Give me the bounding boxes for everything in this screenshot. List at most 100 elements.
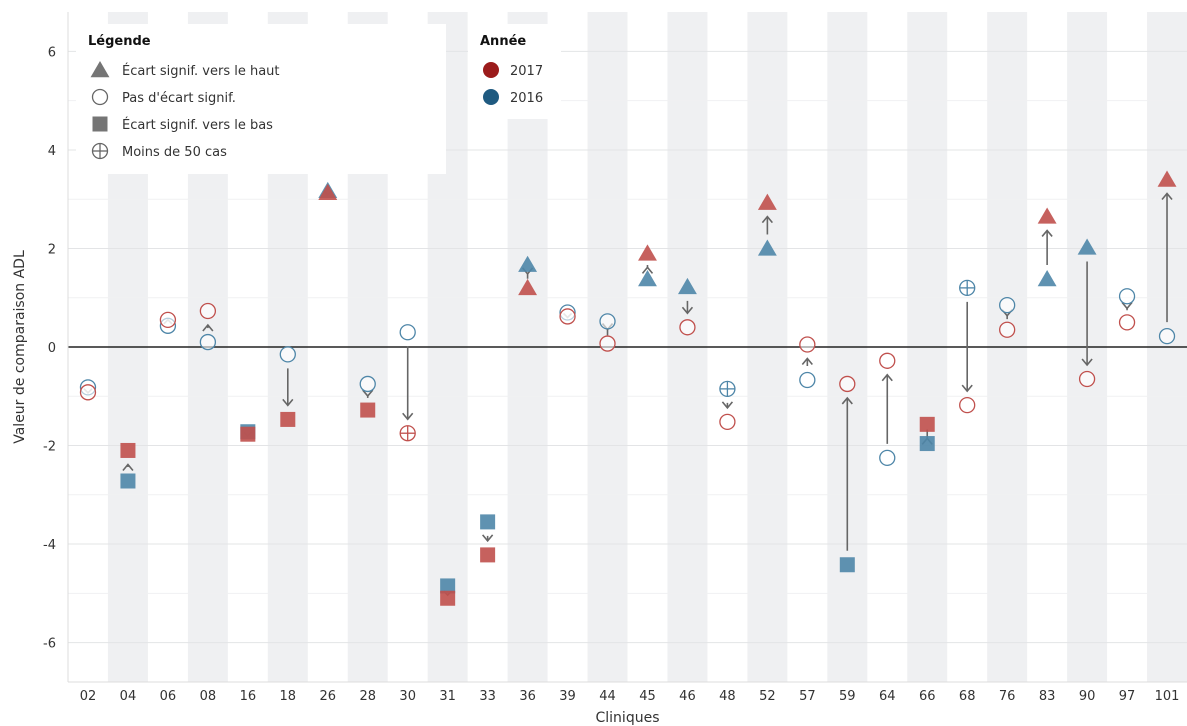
point-2017-83 [1037,207,1057,224]
point-2017-68 [959,396,976,414]
point-2017-97 [1118,314,1136,331]
point-2017-101 [1157,170,1177,187]
point-2016-68 [959,279,976,297]
change-arrow [282,368,294,407]
change-arrow [961,301,973,393]
x-tick-label: 57 [799,689,816,704]
x-tick-label: 02 [80,689,97,704]
x-tick-label: 30 [399,689,416,704]
legend-shape-marker-open [91,88,109,106]
x-tick-label: 48 [719,689,736,704]
x-tick-label: 45 [639,689,656,704]
point-2017-52 [757,193,777,210]
legend-year-dot [483,62,499,78]
point-2016-30 [399,324,416,341]
legend-shape-marker-square [92,116,108,132]
point-2017-44 [599,335,616,352]
point-2017-64 [879,352,896,369]
point-2017-46 [679,319,696,336]
x-tick-label: 16 [240,689,257,704]
legend-year-label: 2017 [510,64,543,79]
point-2016-57 [799,371,816,389]
y-axis: -6 -4 -2 0 2 4 6 [43,12,1187,683]
legend-shape-label: Écart signif. vers le haut [122,63,280,79]
point-2016-101 [1158,328,1176,345]
change-arrow [641,265,654,274]
x-axis-title: Cliniques [596,710,660,726]
point-2017-36 [518,278,538,296]
point-2017-08 [199,302,217,320]
x-tick-label: 83 [1039,689,1056,704]
x-tick-label: 26 [319,689,336,704]
x-tick-label: 08 [200,689,217,704]
change-arrow [841,396,853,551]
change-arrow [1081,261,1093,367]
point-2017-45 [638,244,657,261]
x-tick-label: 59 [839,689,856,704]
change-arrow [402,346,414,421]
x-tick-label: 52 [759,689,776,704]
x-tick-label: 33 [479,689,496,704]
x-tick-label: 39 [559,689,576,704]
point-2016-76 [999,296,1016,314]
legend-shapes-background [76,24,446,174]
point-2016-46 [677,277,697,295]
y-tick-label: 2 [48,242,56,257]
point-2016-08 [199,333,217,351]
legend-shape-label: Pas d'écart signif. [122,91,236,106]
change-arrow [1041,229,1053,266]
point-2017-31 [440,590,456,606]
change-arrow [881,373,893,444]
change-arrow [1161,192,1173,323]
legend-year-dot [483,89,499,105]
point-2017-90 [1078,370,1096,388]
change-arrow [721,401,734,410]
change-arrow [761,215,773,235]
point-2016-33 [480,514,496,530]
change-arrow [681,300,694,315]
change-arrow [122,463,134,471]
point-2017-33 [480,547,496,563]
y-tick-label: 6 [48,45,56,60]
legend-shape-marker-triangle [90,61,110,78]
point-2017-48 [719,413,736,431]
point-2016-45 [638,270,657,287]
point-2016-44 [599,313,616,330]
point-2017-18 [280,411,296,427]
x-tick-label: 04 [120,689,137,704]
y-tick-label: -6 [43,637,56,652]
x-tick-label: 64 [879,689,896,704]
point-2017-59 [839,375,856,393]
y-tick-label: 4 [48,144,56,159]
point-2016-31 [440,578,456,594]
legend-shape-marker-plus [91,142,109,160]
point-2017-04 [120,442,136,458]
point-2017-76 [999,321,1016,338]
x-tick-label: 68 [959,689,976,704]
x-tick-label: 18 [280,689,297,704]
point-2017-02 [79,384,97,401]
x-tick-label: 76 [999,689,1016,704]
point-2016-36 [518,255,538,272]
point-2016-66 [919,436,935,452]
point-2016-97 [1118,288,1136,305]
point-2016-64 [879,449,896,466]
point-2016-90 [1077,238,1097,255]
point-2017-16 [240,426,256,442]
x-tick-label: 06 [160,689,177,704]
x-tick-label: 28 [359,689,376,704]
point-2017-26 [318,183,338,201]
x-tick-label: 44 [599,689,616,704]
x-tick-label: 36 [519,689,536,704]
legend-shape-label: Écart signif. vers le bas [122,117,273,133]
point-2017-06 [159,311,177,329]
change-arrow [482,534,494,543]
x-tick-label: 66 [919,689,936,704]
legend-shape-label: Moins de 50 cas [122,145,227,160]
legend-shapes: Légende Écart signif. vers le haut Pas d'… [76,24,446,174]
legend-shapes-title: Légende [88,34,151,49]
y-tick-label: -2 [43,440,56,455]
point-2016-28 [359,375,376,393]
legend-year-label: 2016 [510,91,543,106]
